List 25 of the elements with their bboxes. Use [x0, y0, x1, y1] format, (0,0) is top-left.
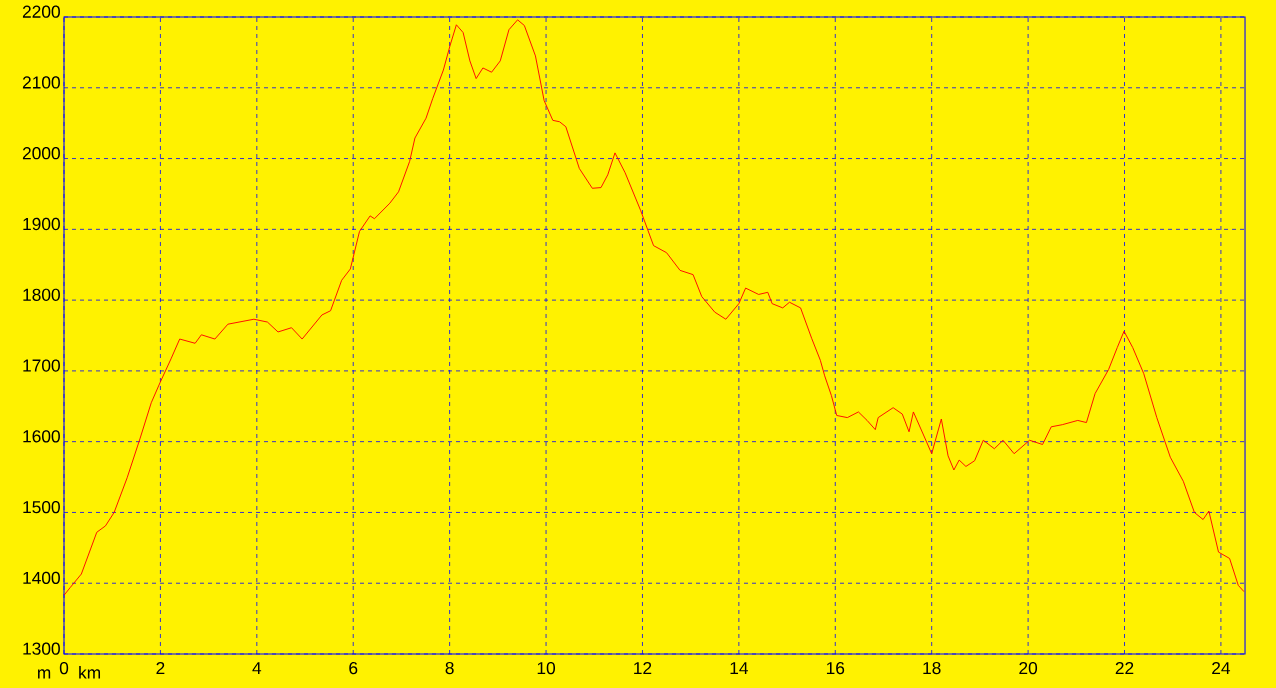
x-tick-label: 2 — [156, 661, 165, 675]
y-tick-label: 1800 — [23, 288, 60, 301]
y-tick-label: 1500 — [23, 500, 60, 514]
x-tick-label: 4 — [252, 662, 262, 675]
x-tick-label: 18 — [923, 661, 941, 675]
x-tick-label: 12 — [634, 661, 652, 675]
x-tick-label: 24 — [1212, 661, 1231, 675]
x-axis-title: km — [79, 666, 101, 679]
x-tick-label: 8 — [445, 661, 454, 675]
y-tick-label: 1400 — [23, 571, 60, 585]
x-tick-label: 6 — [349, 661, 358, 675]
x-tick-label: 22 — [1115, 661, 1134, 675]
x-tick-label: 14 — [730, 662, 749, 675]
x-tick-label: 0 — [59, 661, 69, 675]
x-tick-label: 10 — [537, 661, 556, 675]
y-tick-label: 1900 — [23, 217, 60, 231]
x-tick-label: 16 — [826, 661, 845, 675]
y-axis-title: m — [38, 669, 51, 679]
y-tick-label: 1700 — [23, 359, 60, 372]
y-tick-label: 1300 — [23, 642, 60, 655]
y-tick-label: 1600 — [23, 430, 60, 443]
y-tick-label: 2100 — [22, 76, 60, 89]
x-tick-label: 20 — [1019, 661, 1038, 675]
y-tick-label: 2000 — [22, 147, 60, 160]
y-tick-label: 2200 — [22, 5, 60, 18]
